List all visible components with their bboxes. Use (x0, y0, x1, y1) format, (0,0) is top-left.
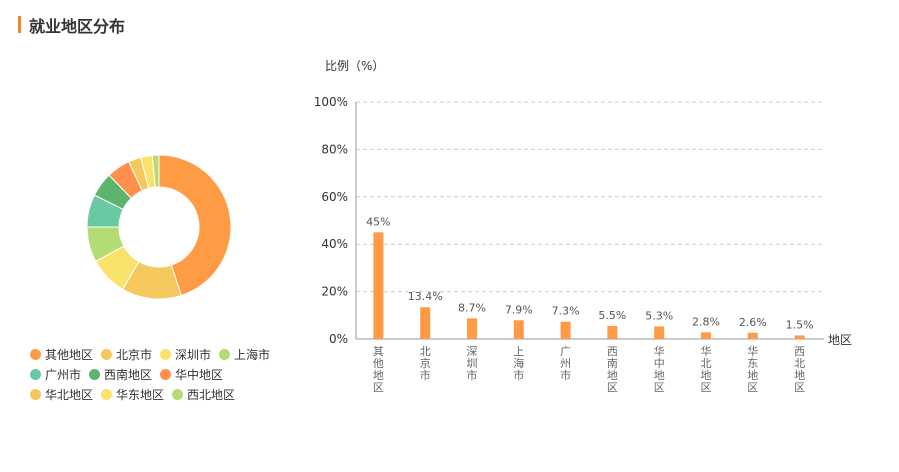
y-tick-label: 60% (321, 190, 348, 204)
x-tick-label: 西北地区 (794, 345, 805, 394)
bar-7[interactable] (701, 332, 711, 339)
legend-row-1: 广州市 西南地区 华中地区 (30, 364, 290, 384)
bar-5[interactable] (607, 325, 618, 339)
legend-item-0[interactable]: 其他地区 (30, 346, 93, 363)
bar-3[interactable] (513, 320, 524, 339)
bar-chart: 比例（%） 0% 20% 40% 60% 80% 100% 地区 45% 其他地区 13.4% 北京市… (314, 59, 852, 394)
legend-label: 华中地区 (175, 367, 224, 382)
bar-value-label: 2.8% (692, 315, 720, 328)
legend-label: 广州市 (45, 367, 82, 382)
x-tick-label: 深圳市 (467, 345, 478, 382)
legend-label: 其他地区 (45, 347, 94, 362)
title-accent-bar (18, 16, 21, 33)
bar-value-label: 13.4% (408, 290, 443, 303)
bar-2[interactable] (467, 318, 477, 339)
bar-value-label: 5.5% (598, 309, 626, 322)
bar-value-label: 7.9% (505, 303, 533, 316)
legend-label: 华东地区 (116, 387, 165, 402)
page-title: 就业地区分布 (29, 17, 126, 36)
x-tick-label: 华中地区 (654, 344, 665, 394)
legend-label: 西南地区 (104, 367, 153, 382)
legend-dot-icon (30, 368, 41, 380)
legend-row-2: 华北地区 华东地区 西北地区 (30, 384, 290, 404)
legend-item-8[interactable]: 华东地区 (101, 386, 164, 403)
bar-value-label: 5.3% (645, 309, 673, 322)
legend-item-9[interactable]: 西北地区 (172, 386, 235, 403)
legend-label: 华北地区 (45, 387, 94, 402)
x-tick-label: 北京市 (420, 345, 431, 382)
bar-1[interactable] (420, 307, 431, 339)
x-tick-label: 广州市 (560, 345, 571, 382)
donut-chart (86, 154, 232, 300)
bar-value-label: 7.3% (552, 305, 580, 318)
x-tick-label: 其他地区 (373, 345, 384, 394)
legend-dot-icon (30, 388, 41, 400)
y-tick-label: 20% (321, 285, 348, 299)
legend-label: 北京市 (116, 347, 153, 362)
legend-dot-icon (172, 388, 184, 400)
legend-dot-icon (160, 368, 172, 380)
bar-6[interactable] (654, 326, 665, 339)
bar-value-label: 8.7% (458, 301, 486, 314)
bar-4[interactable] (560, 321, 571, 339)
legend-label: 深圳市 (175, 347, 212, 362)
legend-item-7[interactable]: 华北地区 (30, 386, 93, 403)
x-tick-label: 西南地区 (607, 345, 618, 394)
legend-item-5[interactable]: 西南地区 (89, 366, 152, 383)
legend-dot-icon (30, 348, 41, 360)
legend-dot-icon (101, 388, 113, 400)
bar-9[interactable] (794, 335, 805, 339)
donut-slice-0[interactable] (158, 154, 232, 297)
x-axis-title: 地区 (828, 333, 852, 347)
x-tick-label: 华东地区 (747, 344, 758, 394)
bar-value-label: 45% (366, 215, 390, 228)
bar-8[interactable] (747, 332, 758, 339)
x-tick-label: 上海市 (513, 345, 524, 382)
y-tick-label: 40% (321, 237, 348, 251)
legend-item-1[interactable]: 北京市 (101, 346, 152, 363)
legend-dot-icon (160, 348, 172, 360)
legend-dot-icon (89, 368, 101, 380)
bar-0[interactable] (373, 232, 384, 339)
y-tick-label: 100% (314, 95, 348, 109)
legend-item-3[interactable]: 上海市 (219, 346, 270, 363)
legend-label: 上海市 (234, 347, 271, 362)
y-tick-label: 80% (321, 142, 348, 156)
donut-legend: 其他地区 北京市 深圳市 上海市广州市 西南地区 华中地区华北地区 华东地区 西北地区 (30, 344, 290, 404)
bar-value-label: 2.6% (739, 316, 767, 329)
y-tick-label: 0% (329, 332, 348, 346)
donut-slice-9[interactable] (151, 154, 160, 188)
legend-item-2[interactable]: 深圳市 (160, 346, 211, 363)
legend-item-4[interactable]: 广州市 (30, 366, 81, 383)
legend-label: 西北地区 (187, 387, 236, 402)
y-axis-title: 比例（%） (325, 59, 384, 73)
legend-item-6[interactable]: 华中地区 (160, 366, 223, 383)
legend-dot-icon (101, 348, 113, 360)
legend-dot-icon (219, 348, 231, 360)
bar-value-label: 1.5% (786, 318, 814, 331)
x-tick-label: 华北地区 (701, 344, 712, 394)
legend-row-0: 其他地区 北京市 深圳市 上海市 (30, 344, 290, 364)
